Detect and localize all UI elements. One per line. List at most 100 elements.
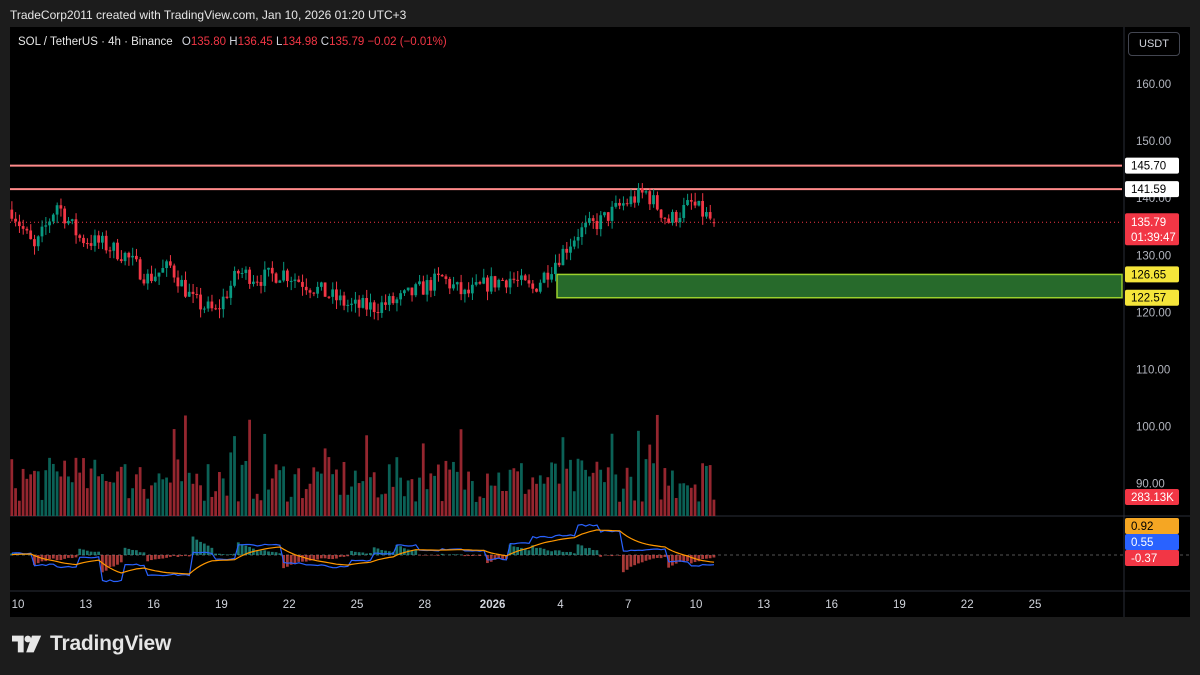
candle-body[interactable] (353, 299, 357, 304)
candle-body[interactable] (493, 276, 497, 288)
candle-body[interactable] (414, 284, 418, 296)
candle-body[interactable] (554, 262, 557, 275)
candle-body[interactable] (365, 298, 369, 310)
candle-body[interactable] (146, 273, 150, 284)
candle-body[interactable] (546, 272, 550, 280)
candle-body[interactable] (380, 302, 384, 313)
candle-body[interactable] (214, 308, 218, 310)
candle-body[interactable] (591, 218, 595, 221)
candle-body[interactable] (425, 280, 429, 295)
candle-body[interactable] (689, 200, 693, 202)
candle-body[interactable] (206, 301, 210, 309)
candle-body[interactable] (625, 203, 629, 205)
candle-body[interactable] (637, 188, 640, 203)
candle-body[interactable] (610, 206, 614, 221)
candle-body[interactable] (561, 248, 565, 266)
candle-body[interactable] (565, 248, 569, 253)
candle-body[interactable] (357, 299, 361, 308)
candle-body[interactable] (501, 279, 504, 281)
candle-body[interactable] (342, 295, 346, 306)
candle-body[interactable] (202, 308, 206, 310)
candle-body[interactable] (40, 226, 44, 237)
candle-body[interactable] (21, 226, 25, 229)
candle-body[interactable] (697, 200, 701, 206)
candle-body[interactable] (150, 273, 153, 282)
candle-body[interactable] (138, 259, 142, 280)
candle-body[interactable] (240, 272, 244, 274)
candle-body[interactable] (686, 200, 689, 205)
candle-body[interactable] (301, 281, 304, 287)
candle-body[interactable] (516, 279, 520, 281)
candle-body[interactable] (708, 212, 712, 219)
candle-body[interactable] (527, 280, 531, 284)
candle-body[interactable] (55, 205, 59, 215)
candle-body[interactable] (618, 202, 621, 206)
candle-body[interactable] (444, 276, 448, 279)
candle-body[interactable] (274, 273, 278, 283)
candle-body[interactable] (671, 211, 674, 223)
candle-body[interactable] (51, 214, 55, 222)
candle-body[interactable] (640, 188, 644, 193)
candle-body[interactable] (82, 237, 85, 244)
candle-body[interactable] (165, 261, 168, 269)
candle-body[interactable] (74, 219, 78, 236)
candle-body[interactable] (78, 235, 82, 238)
candle-body[interactable] (153, 276, 157, 282)
candle-body[interactable] (712, 222, 716, 224)
candle-body[interactable] (576, 236, 580, 241)
candle-body[interactable] (369, 302, 372, 310)
candle-body[interactable] (459, 282, 463, 295)
candle-body[interactable] (134, 255, 138, 260)
candle-body[interactable] (25, 228, 29, 231)
candle-body[interactable] (191, 291, 195, 294)
candle-body[interactable] (705, 212, 708, 217)
candle-body[interactable] (33, 239, 36, 247)
candle-body[interactable] (603, 212, 606, 216)
candle-body[interactable] (406, 287, 410, 291)
candle-body[interactable] (172, 265, 176, 278)
candle-body[interactable] (335, 289, 338, 301)
support-zone[interactable] (556, 273, 1123, 299)
candle-body[interactable] (470, 284, 474, 294)
tradingview-logo[interactable]: TradingView (12, 632, 171, 656)
candle-body[interactable] (327, 296, 331, 298)
candle-body[interactable] (489, 276, 493, 292)
candle-body[interactable] (312, 292, 316, 294)
candle-body[interactable] (512, 278, 516, 280)
candle-body[interactable] (289, 280, 293, 282)
candle-body[interactable] (346, 304, 350, 306)
candle-body[interactable] (168, 261, 172, 266)
candle-body[interactable] (682, 204, 686, 218)
candle-body[interactable] (395, 299, 399, 304)
candle-body[interactable] (29, 230, 33, 240)
candle-body[interactable] (304, 286, 308, 291)
candle-body[interactable] (180, 279, 184, 287)
candle-body[interactable] (440, 274, 444, 277)
candle-body[interactable] (123, 252, 127, 262)
candle-body[interactable] (331, 289, 335, 297)
candle-body[interactable] (621, 203, 625, 206)
candle-body[interactable] (542, 272, 546, 283)
candle-body[interactable] (48, 221, 51, 226)
candle-body[interactable] (270, 267, 274, 274)
candle-body[interactable] (629, 196, 633, 205)
candle-body[interactable] (195, 293, 199, 295)
symbol-name[interactable]: SOL / TetherUS · 4h · Binance (18, 36, 173, 48)
candle-body[interactable] (497, 279, 501, 288)
candle-body[interactable] (467, 289, 470, 294)
candle-body[interactable] (667, 218, 671, 223)
candle-body[interactable] (97, 235, 100, 243)
candle-body[interactable] (361, 298, 365, 308)
candle-body[interactable] (387, 296, 391, 305)
candle-body[interactable] (319, 282, 323, 287)
candle-body[interactable] (176, 277, 180, 287)
candle-body[interactable] (399, 293, 402, 300)
candle-body[interactable] (293, 279, 297, 281)
candle-body[interactable] (267, 267, 270, 270)
candle-body[interactable] (127, 252, 131, 258)
candle-body[interactable] (184, 279, 187, 297)
candle-body[interactable] (161, 268, 165, 273)
candle-body[interactable] (372, 302, 376, 313)
candle-body[interactable] (338, 295, 342, 301)
candle-body[interactable] (429, 280, 433, 291)
